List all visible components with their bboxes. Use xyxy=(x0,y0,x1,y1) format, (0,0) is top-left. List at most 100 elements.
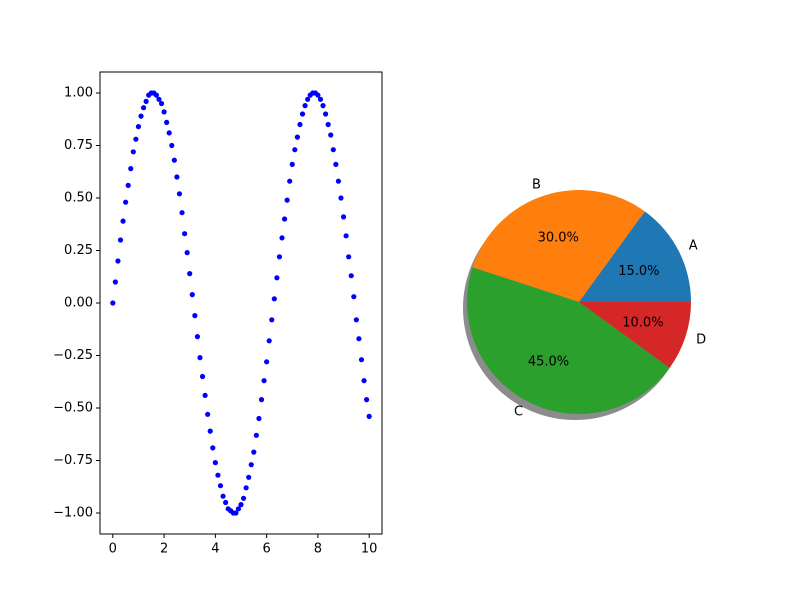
slice-label: A xyxy=(689,239,698,254)
scatter-point xyxy=(138,113,144,119)
scatter-point xyxy=(351,294,357,300)
y-tick-label: −0.25 xyxy=(53,348,93,363)
scatter-point xyxy=(130,149,136,155)
scatter-point xyxy=(348,273,354,279)
scatter-point xyxy=(184,250,190,256)
scatter-point xyxy=(299,111,306,117)
scatter-point xyxy=(238,502,244,508)
scatter-point xyxy=(353,317,359,323)
value-label: 30.0% xyxy=(538,231,579,246)
scatter-point xyxy=(358,357,365,363)
y-tick-label: −0.50 xyxy=(53,401,93,416)
scatter-point xyxy=(246,474,252,480)
x-tick-label: 10 xyxy=(361,542,378,557)
scatter-point xyxy=(361,378,367,384)
scatter-point xyxy=(366,413,372,419)
scatter-point xyxy=(125,182,131,188)
pie-slice xyxy=(579,211,691,302)
scatter-point xyxy=(207,428,213,434)
scatter-point xyxy=(356,336,362,342)
scatter-point xyxy=(223,499,229,506)
scatter-point xyxy=(302,103,308,109)
scatter-point xyxy=(215,472,221,478)
y-tick-label: 0.25 xyxy=(64,243,93,258)
scatter-point xyxy=(276,254,283,260)
scatter-point xyxy=(123,199,129,205)
scatter-point xyxy=(112,279,118,285)
scatter-point xyxy=(279,235,285,241)
y-tick-label: −0.75 xyxy=(53,453,93,468)
scatter-point xyxy=(115,258,121,264)
scatter-point xyxy=(335,178,342,184)
scatter-point xyxy=(330,147,336,153)
scatter-point xyxy=(194,334,201,340)
scatter-point xyxy=(205,411,211,417)
scatter-point xyxy=(166,130,172,136)
axes-frame xyxy=(99,71,383,535)
scatter-point xyxy=(284,197,290,203)
scatter-point xyxy=(248,462,254,468)
x-tick-label: 6 xyxy=(262,542,270,557)
scatter-point xyxy=(117,237,124,243)
scatter-point xyxy=(174,174,180,180)
scatter-point xyxy=(328,132,334,138)
scatter-point xyxy=(187,271,193,277)
scatter-point xyxy=(182,231,188,237)
scatter-point xyxy=(220,493,226,499)
scatter-point xyxy=(169,142,175,149)
scatter-point xyxy=(317,96,324,102)
scatter-point xyxy=(120,218,126,224)
scatter-point xyxy=(153,92,159,98)
scatter-point xyxy=(274,275,280,281)
scatter-point xyxy=(202,392,208,398)
scatter-point xyxy=(294,134,300,140)
scatter-point xyxy=(266,338,272,344)
scatter-point xyxy=(156,96,162,102)
scatter-point xyxy=(192,313,198,319)
scatter-point xyxy=(297,121,303,128)
slice-label: D xyxy=(696,333,706,348)
scatter-point xyxy=(240,495,247,501)
scatter-point xyxy=(189,292,195,298)
scatter-point xyxy=(199,373,206,380)
scatter-point xyxy=(269,317,275,323)
scatter-point xyxy=(364,397,370,403)
scatter-point xyxy=(287,178,293,184)
y-tick-label: 0.50 xyxy=(64,191,93,206)
scatter-point xyxy=(212,460,218,466)
scatter-point xyxy=(135,124,142,130)
pie-slice xyxy=(467,267,670,415)
scatter-point xyxy=(292,147,298,153)
scatter-point xyxy=(110,300,116,306)
x-tick-label: 4 xyxy=(211,542,219,557)
scatter-point xyxy=(281,216,288,222)
scatter-point xyxy=(261,378,267,384)
scatter-point xyxy=(320,103,326,109)
scatter-point xyxy=(217,483,224,489)
scatter-point xyxy=(164,119,170,125)
value-label: 15.0% xyxy=(618,264,659,279)
scatter-point xyxy=(133,136,139,142)
value-label: 10.0% xyxy=(622,315,663,330)
scatter-point xyxy=(264,359,270,365)
y-tick-label: 0.75 xyxy=(64,138,93,153)
scatter-point xyxy=(305,96,311,102)
scatter-point xyxy=(256,415,262,422)
scatter-point xyxy=(158,100,165,107)
slice-label: C xyxy=(514,404,523,419)
scatter-point xyxy=(251,449,257,455)
x-tick-label: 2 xyxy=(160,542,168,557)
slice-label: B xyxy=(532,177,541,192)
scatter-point xyxy=(346,254,352,260)
scatter-point xyxy=(210,445,216,451)
y-tick-label: −1.00 xyxy=(53,506,93,521)
x-tick-label: 0 xyxy=(109,542,117,557)
y-tick-label: 1.00 xyxy=(64,86,93,101)
scatter-point xyxy=(271,296,277,302)
scatter-point xyxy=(243,485,249,491)
scatter-point xyxy=(340,214,347,220)
scatter-point xyxy=(323,111,329,117)
value-label: 45.0% xyxy=(528,354,569,369)
y-tick-label: 0.00 xyxy=(64,296,93,311)
